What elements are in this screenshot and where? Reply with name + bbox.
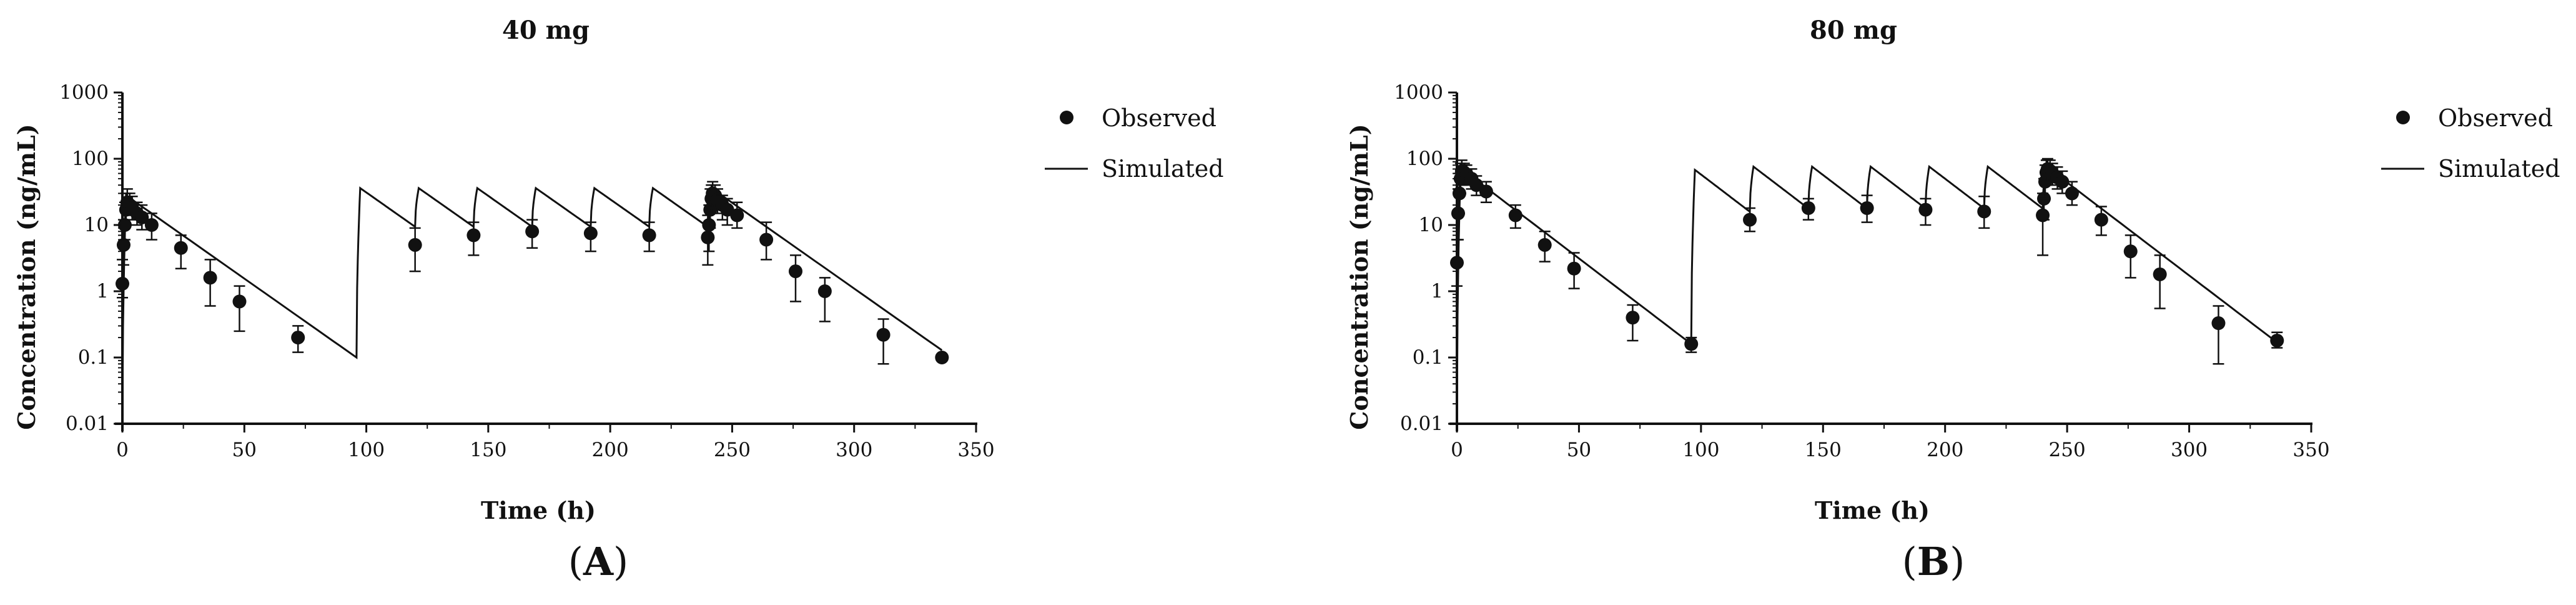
legend: Observed Simulated [1045, 104, 1224, 182]
panel-a: 40 mg Concentration (ng/mL) Time (h) Obs… [12, 16, 1224, 584]
observed-point [291, 331, 305, 345]
y-tick-label: 0.1 [78, 346, 109, 369]
x-tick-label: 50 [1567, 439, 1591, 461]
x-tick-label: 150 [470, 439, 506, 461]
observed-point [144, 218, 159, 232]
x-tick-label: 350 [2292, 439, 2329, 461]
observed-point [116, 276, 129, 291]
legend: Observed Simulated [2381, 104, 2560, 182]
x-tick-label: 100 [1682, 439, 1719, 461]
plot-area: 0.01 0.1 1 10 100 1000 0 50 100 150 200 250 300 350 [59, 81, 994, 461]
plot-area: 0.01 0.1 1 10 100 1000 0 50 100 150 200 250 300 350 [1394, 81, 2329, 461]
panel-label: (B) [1902, 539, 1965, 584]
y-tick-label: 1 [96, 280, 109, 302]
y-tick-label: 1000 [59, 81, 109, 104]
x-tick-label: 350 [957, 439, 994, 461]
observed-point [232, 294, 247, 309]
observed-point [2153, 267, 2167, 281]
observed-point [1977, 204, 1991, 219]
x-tick-label: 200 [592, 439, 629, 461]
y-tick-label: 0.1 [1413, 346, 1443, 369]
x-tick-label: 0 [116, 439, 129, 461]
observed-point [203, 271, 217, 285]
legend-observed-marker [1060, 111, 1073, 124]
observed-point [702, 218, 716, 232]
observed-point [135, 210, 149, 224]
observed-point [1626, 311, 1640, 325]
panel-label: (A) [568, 539, 629, 584]
observed-point [788, 264, 802, 279]
observed-point [1469, 178, 1484, 192]
y-tick-label: 0.01 [1400, 412, 1443, 435]
y-tick-label: 10 [84, 214, 109, 236]
x-tick-label: 50 [232, 439, 257, 461]
x-tick-label: 200 [1927, 439, 1963, 461]
legend-simulated-label: Simulated [1102, 155, 1224, 182]
observed-point [1860, 201, 1874, 215]
observed-point [1684, 337, 1699, 351]
y-axis-label: Concentration (ng/mL) [12, 124, 41, 430]
observed-point [116, 238, 131, 252]
x-tick-label: 0 [1451, 439, 1463, 461]
x-axis-label: Time (h) [1815, 496, 1930, 524]
chart-title: 80 mg [1810, 16, 1897, 45]
observed-point [1801, 201, 1815, 215]
observed-point [2123, 244, 2138, 259]
y-tick-label: 0.01 [66, 412, 109, 435]
observed-point [642, 228, 656, 242]
y-tick-label: 100 [1406, 148, 1443, 170]
observed-point [1508, 208, 1522, 222]
observed-point [466, 228, 481, 242]
y-tick-label: 10 [1419, 214, 1443, 236]
y-tick-label: 100 [72, 148, 109, 170]
observed-point [583, 226, 598, 241]
observed-point [2270, 333, 2284, 348]
observed-point [525, 224, 540, 239]
observed-point [174, 241, 188, 255]
observed-point [2211, 316, 2226, 331]
observed-point [2036, 208, 2050, 222]
observed-point [2055, 174, 2070, 189]
x-axis-label: Time (h) [481, 496, 596, 524]
observed-point [1567, 261, 1581, 276]
legend-observed-label: Observed [2438, 104, 2553, 132]
panel-b: 80 mg Concentration (ng/mL) Time (h) Obs… [1345, 16, 2560, 584]
chart-title: 40 mg [502, 16, 590, 45]
observed-point [1479, 184, 1493, 199]
x-tick-label: 150 [1805, 439, 1842, 461]
x-tick-label: 250 [714, 439, 751, 461]
legend-observed-label: Observed [1102, 104, 1216, 132]
observed-point [1537, 238, 1552, 252]
y-tick-label: 1 [1431, 280, 1443, 302]
observed-point [730, 208, 744, 222]
y-tick-label: 1000 [1394, 81, 1443, 104]
observed-point [701, 230, 715, 244]
observed-point [2094, 212, 2108, 227]
observed-point [408, 238, 422, 252]
observed-point [935, 351, 949, 364]
legend-observed-marker [2396, 111, 2410, 124]
observed-point [1450, 256, 1464, 270]
observed-point [1743, 212, 1757, 227]
legend-simulated-label: Simulated [2438, 155, 2560, 182]
x-tick-label: 300 [2171, 439, 2208, 461]
observed-point [876, 328, 891, 342]
observed-point [817, 284, 832, 298]
observed-point [759, 232, 774, 247]
x-tick-label: 100 [348, 439, 385, 461]
observed-point [1918, 202, 1933, 217]
observed-point [2065, 186, 2079, 201]
x-tick-label: 250 [2049, 439, 2086, 461]
y-axis-label: Concentration (ng/mL) [1345, 124, 1373, 430]
x-tick-label: 300 [836, 439, 872, 461]
